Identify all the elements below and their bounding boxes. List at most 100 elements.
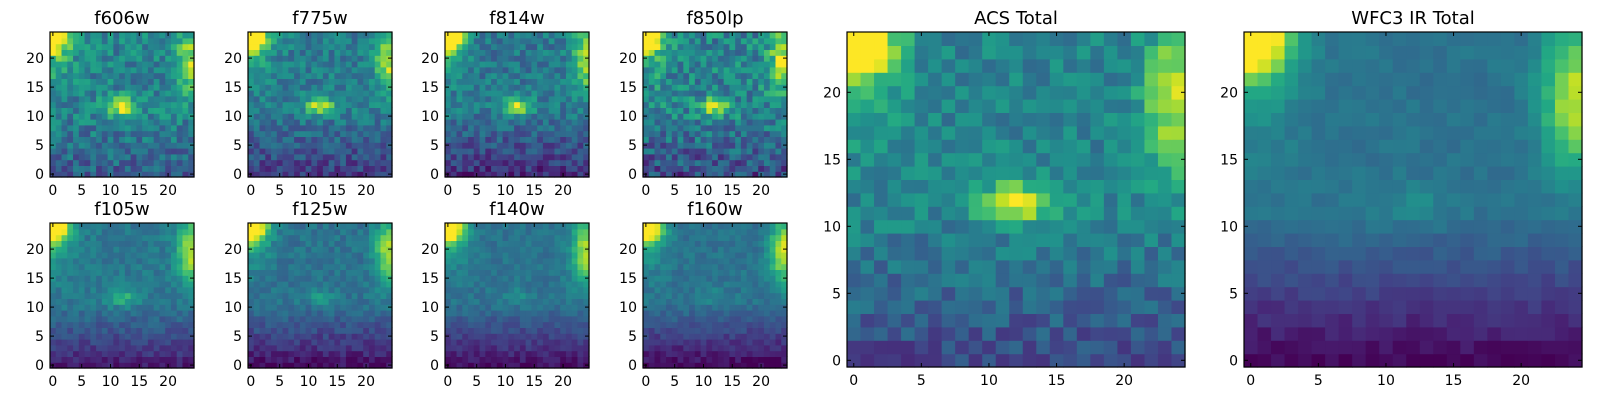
heatmap-cell <box>729 95 736 103</box>
heatmap-cell <box>265 362 272 369</box>
heatmap-cell <box>479 327 486 334</box>
heatmap-cell <box>752 286 759 294</box>
heatmap-cell <box>531 333 538 340</box>
heatmap-cell <box>124 119 132 126</box>
heatmap-cell <box>380 356 387 363</box>
heatmap-cell <box>763 350 771 357</box>
heatmap-cell <box>519 90 527 97</box>
heatmap-cell <box>265 49 272 56</box>
heatmap-cell <box>723 55 730 62</box>
heatmap-cell <box>96 165 103 172</box>
heatmap-cell <box>542 252 550 259</box>
heatmap-cell <box>456 234 463 241</box>
heatmap-cell <box>153 327 161 334</box>
heatmap-cell <box>182 101 189 108</box>
heatmap-cell <box>514 257 521 265</box>
heatmap-cell <box>328 223 335 230</box>
heatmap-cell <box>368 142 376 149</box>
heatmap-cell <box>729 159 736 166</box>
heatmap-cell <box>519 240 527 247</box>
heatmap-cell <box>723 281 730 288</box>
heatmap-cell <box>276 315 284 323</box>
heatmap-cell <box>468 281 475 288</box>
heatmap-cell <box>113 281 120 288</box>
heatmap-cell <box>305 148 312 155</box>
heatmap-cell <box>90 153 97 161</box>
heatmap-cell <box>90 78 97 85</box>
heatmap-cell <box>294 130 301 137</box>
heatmap-cell <box>188 339 195 346</box>
heatmap-cell <box>775 350 782 357</box>
heatmap-cell <box>386 252 393 259</box>
heatmap-cell <box>648 356 656 363</box>
heatmap-cell <box>775 292 782 299</box>
heatmap-cell <box>84 257 91 265</box>
heatmap-cell <box>571 310 579 317</box>
heatmap-cell <box>577 350 584 357</box>
heatmap-cell <box>531 43 538 50</box>
heatmap-cell <box>542 148 550 155</box>
heatmap-cell <box>735 321 742 328</box>
heatmap-cell <box>473 37 481 45</box>
heatmap-cell <box>554 350 561 357</box>
heatmap-cell <box>334 72 341 79</box>
heatmap-cell <box>363 252 370 259</box>
heatmap-cell <box>735 101 742 108</box>
heatmap-cell <box>107 43 114 50</box>
heatmap-cell <box>311 362 318 369</box>
x-tick-label: 10 <box>102 374 120 390</box>
heatmap-cell <box>537 72 544 79</box>
heatmap-cell <box>689 72 696 79</box>
heatmap-cell <box>271 136 278 143</box>
heatmap-cell <box>305 292 312 299</box>
heatmap-cell <box>78 101 86 108</box>
heatmap-cell <box>259 32 266 39</box>
heatmap-cell <box>531 142 538 149</box>
heatmap-cell <box>519 269 527 276</box>
heatmap-cell <box>159 107 166 114</box>
heatmap-cell <box>763 37 771 45</box>
heatmap-cell <box>473 119 481 126</box>
heatmap-cell <box>107 78 114 85</box>
heatmap-cell <box>735 61 742 68</box>
heatmap-cell <box>456 61 463 68</box>
heatmap-cell <box>571 142 579 149</box>
heatmap-cell <box>119 66 126 74</box>
heatmap-cell <box>328 37 335 45</box>
heatmap-cell <box>468 66 475 74</box>
heatmap-cell <box>288 321 295 328</box>
heatmap-cell <box>473 165 481 172</box>
heatmap-cell <box>153 113 161 120</box>
heatmap-cell <box>723 344 730 352</box>
heatmap-cell <box>456 362 463 369</box>
heatmap-cell <box>525 315 532 323</box>
heatmap-cell <box>340 275 347 282</box>
heatmap-cell <box>188 344 195 352</box>
heatmap-cell <box>758 344 765 352</box>
heatmap-cell <box>468 142 475 149</box>
heatmap-cell <box>147 286 155 294</box>
heatmap-cell <box>165 78 172 85</box>
heatmap-cell <box>345 159 353 166</box>
heatmap-cell <box>363 113 370 120</box>
heatmap-cell <box>577 148 584 155</box>
heatmap-cell <box>363 228 370 236</box>
heatmap-cell <box>479 246 486 253</box>
heatmap-cell <box>188 148 195 155</box>
heatmap-cell <box>357 263 364 270</box>
heatmap-cell <box>170 43 178 50</box>
heatmap-cell <box>159 95 166 103</box>
heatmap-cell <box>450 142 458 149</box>
heatmap-cell <box>73 257 80 265</box>
heatmap-cell <box>717 327 725 334</box>
y-tick-label: 10 <box>224 300 242 316</box>
heatmap-cell <box>271 223 278 230</box>
heatmap-cell <box>648 66 656 74</box>
heatmap-cell <box>456 153 463 161</box>
heatmap-cell <box>188 130 195 137</box>
heatmap-cell <box>322 315 330 323</box>
heatmap-cell <box>554 286 561 294</box>
heatmap-cell <box>96 49 103 56</box>
heatmap-cell <box>565 310 573 317</box>
heatmap-cell <box>288 165 295 172</box>
